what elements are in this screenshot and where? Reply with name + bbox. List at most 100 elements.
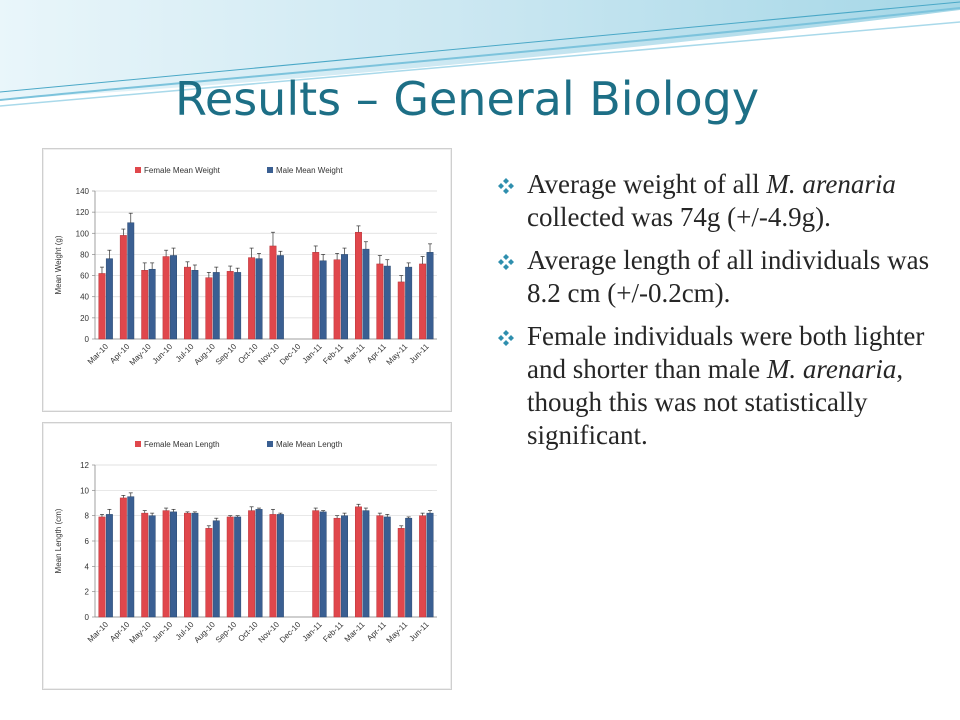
legend-swatch <box>267 167 273 173</box>
bar <box>184 266 191 340</box>
y-tick-label: 12 <box>80 461 89 470</box>
bar <box>119 497 127 618</box>
bullet-item: Average length of all individuals was 8.… <box>497 244 937 310</box>
y-tick-label: 20 <box>80 314 89 323</box>
y-tick-label: 100 <box>76 229 90 238</box>
bar <box>105 258 113 340</box>
x-tick-label: Dec-10 <box>278 342 303 367</box>
bar <box>397 281 405 340</box>
x-tick-label: May-11 <box>385 620 410 645</box>
bar <box>355 506 362 618</box>
bar <box>170 511 177 618</box>
bar <box>341 254 348 340</box>
bar <box>419 515 427 618</box>
bar <box>255 258 263 340</box>
x-tick-label: May-10 <box>128 620 154 646</box>
y-axis-label: Mean Length (cm) <box>54 508 63 573</box>
x-tick-label: Dec-10 <box>278 620 303 645</box>
four-diamond-icon <box>498 178 514 194</box>
y-tick-label: 120 <box>76 208 90 217</box>
bar <box>234 516 242 618</box>
bar <box>312 252 320 340</box>
bar <box>248 510 256 618</box>
legend-label: Female Mean Weight <box>144 166 221 175</box>
y-axis-label: Mean Weight (g) <box>54 235 63 294</box>
bullet-list: Average weight of all M. arenaria collec… <box>497 168 937 462</box>
x-tick-label: Jan-11 <box>301 620 325 644</box>
bar <box>234 272 242 340</box>
bar <box>127 496 135 618</box>
bar <box>383 516 391 618</box>
x-tick-label: Feb-11 <box>321 342 345 366</box>
x-tick-label: Oct-10 <box>236 342 260 366</box>
bar <box>383 265 391 340</box>
legend-label: Female Mean Length <box>144 440 220 449</box>
bar <box>184 512 191 618</box>
bar <box>226 271 234 340</box>
bar <box>148 268 156 340</box>
bar <box>419 263 427 340</box>
bar <box>269 514 277 618</box>
legend-label: Male Mean Weight <box>276 166 343 175</box>
bar <box>319 260 327 340</box>
bar <box>141 270 149 340</box>
bar <box>426 512 434 618</box>
x-tick-label: Jun-11 <box>407 620 431 644</box>
bar <box>105 514 113 618</box>
y-tick-label: 10 <box>80 486 89 495</box>
bar <box>205 277 213 340</box>
bar <box>170 255 177 340</box>
y-tick-label: 80 <box>80 250 89 259</box>
x-tick-label: Mar-10 <box>86 620 111 645</box>
y-tick-label: 0 <box>85 613 90 622</box>
x-tick-label: Nov-10 <box>256 620 281 645</box>
x-tick-label: May-10 <box>128 342 154 368</box>
bar <box>426 252 434 340</box>
bullet-text-weight: Average weight of all M. arenaria collec… <box>527 169 896 232</box>
bar <box>255 509 263 618</box>
bar <box>98 273 106 340</box>
x-tick-label: Jun-11 <box>407 342 431 366</box>
four-diamond-icon <box>498 254 514 270</box>
bar <box>212 520 220 618</box>
bullet-text: Female individuals were both lighter and… <box>527 321 925 384</box>
bullet-item: Average weight of all M. arenaria collec… <box>497 168 937 234</box>
x-tick-label: May-11 <box>385 342 410 367</box>
header-swoosh-decoration <box>0 0 960 107</box>
bar <box>226 516 234 618</box>
bar <box>397 528 405 618</box>
legend-swatch <box>135 167 141 173</box>
y-tick-label: 40 <box>80 293 89 302</box>
bar <box>405 517 413 618</box>
x-tick-label: Jan-11 <box>301 342 325 366</box>
bullet-text-length: Average length of all individuals was 8.… <box>527 245 930 308</box>
y-tick-label: 6 <box>85 537 90 546</box>
bar <box>362 248 370 340</box>
bar <box>355 231 362 340</box>
bullet-text-comparison: Female individuals were both lighter and… <box>527 321 924 450</box>
bar <box>333 259 341 340</box>
bar <box>341 515 348 618</box>
bar <box>276 255 284 340</box>
bullet-text: Average weight of all <box>527 169 767 199</box>
bar <box>127 222 135 340</box>
bullet-item: Female individuals were both lighter and… <box>497 320 937 452</box>
x-tick-label: Mar-11 <box>343 620 367 644</box>
bar <box>162 510 170 618</box>
x-tick-label: Sep-10 <box>214 342 239 367</box>
weight-bar-chart: Female Mean Weight Male Mean Weight 0 20 40 6… <box>54 166 437 368</box>
length-bar-chart: Female Mean Length Male Mean Length 0 2 4 6 8 1… <box>54 440 437 646</box>
bar <box>162 256 170 340</box>
bar <box>376 263 384 340</box>
bar <box>148 515 156 618</box>
bar <box>119 235 127 340</box>
x-tick-label: Jun-10 <box>151 620 175 644</box>
legend-label: Male Mean Length <box>276 440 342 449</box>
x-tick-label: Sep-10 <box>214 620 239 645</box>
bar <box>333 517 341 618</box>
weight-chart-frame: Female Mean Weight Male Mean Weight 0 20 40 6… <box>42 148 452 412</box>
bar <box>191 512 199 618</box>
bar <box>205 528 213 618</box>
x-tick-label: Oct-10 <box>236 620 260 644</box>
bar <box>362 510 370 618</box>
